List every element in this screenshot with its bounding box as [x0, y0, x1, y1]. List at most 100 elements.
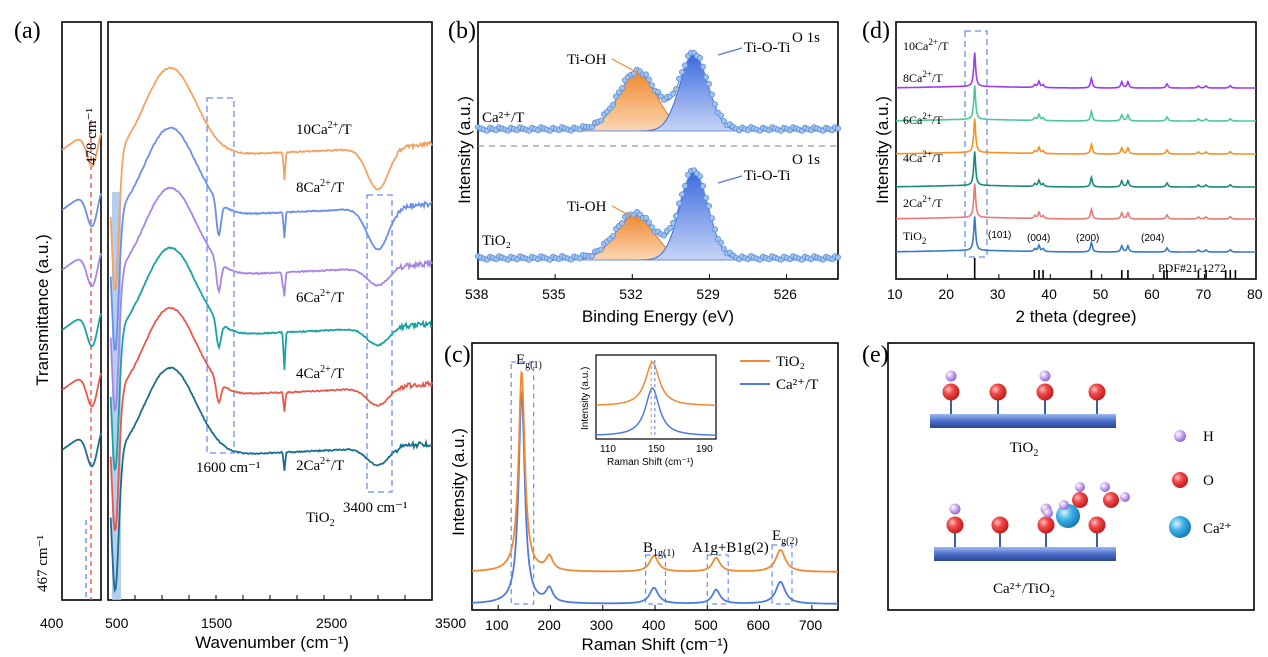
- raman-curve-ca: [472, 390, 838, 605]
- xps-data-point: [700, 183, 707, 190]
- xps-x-tick-3: 529: [696, 286, 720, 302]
- hydrogen-atom: [1120, 492, 1130, 502]
- legend-o-label: O: [1203, 473, 1214, 489]
- panel-c-label: (c): [444, 342, 471, 368]
- xps-data-point: [712, 226, 719, 233]
- ftir-x-tick-0: 400: [40, 615, 64, 631]
- xps-data-point: [619, 85, 626, 92]
- raman-y-axis-title: Intensity (a.u.): [449, 428, 468, 536]
- xrd-reflection-2: (200): [1076, 233, 1099, 244]
- hydrogen-atom: [945, 370, 957, 382]
- xps-peak-tioh: [478, 72, 838, 132]
- xps-label-tioti: Ti-O-Ti: [744, 40, 790, 56]
- ftir-series-label-0: TiO2: [306, 510, 335, 529]
- xps-data-point: [685, 171, 692, 178]
- xps-top-region: O 1s: [792, 30, 820, 46]
- oxygen-atom: [1037, 516, 1055, 534]
- xps-data-point: [682, 182, 689, 189]
- panel-b-frame: [477, 21, 839, 280]
- oxygen-atom: [1088, 383, 1106, 401]
- legend-ca-icon: [1169, 516, 1191, 538]
- oxygen-atom: [942, 383, 960, 401]
- xps-arrow-tioti: [717, 175, 743, 184]
- schematic-legend: H O Ca²⁺: [1169, 429, 1232, 538]
- raman-x-tick-3: 400: [642, 617, 666, 633]
- ftir-curve-left-3: [61, 252, 102, 288]
- xrd-series-label-5: 10Ca2+/T: [903, 37, 949, 53]
- xrd-series-label-3: 6Ca2+/T: [903, 111, 943, 127]
- raman-curve-tio2: [471, 370, 838, 573]
- xps-data-point: [703, 74, 710, 81]
- box-1600: [206, 97, 235, 454]
- raman-x-tick-4: 500: [694, 617, 718, 633]
- ftir-curve-4: [109, 126, 433, 351]
- ftir-y-axis-title: Transmittance (a.u.): [33, 234, 52, 385]
- xps-x-ticks: 538 535 532 529 526: [465, 274, 797, 302]
- xrd-curve-2: [896, 151, 1256, 188]
- xrd-series-label-2: 4Ca2+/T: [903, 149, 943, 165]
- xps-data-point: [667, 224, 674, 231]
- xps-data-point: [718, 239, 725, 246]
- xps-data-point: [613, 93, 620, 100]
- raman-inset-tick-2: 190: [696, 444, 713, 455]
- xps-data-point: [721, 117, 728, 124]
- xps-data-point: [655, 88, 662, 95]
- ca-tio2-surface-label: Ca²⁺/TiO2: [993, 581, 1055, 600]
- xps-data-point: [697, 173, 704, 180]
- xps-data-point: [646, 76, 653, 83]
- legend-o-icon: [1172, 472, 1188, 488]
- ftir-curve-1: [109, 306, 433, 532]
- raman-inset-xlabel: Raman Shift (cm⁻¹): [607, 457, 693, 468]
- oxygen-atom: [946, 516, 964, 534]
- oxygen-atom: [991, 516, 1009, 534]
- xps-x-tick-1: 535: [542, 286, 566, 302]
- xps-data-point: [670, 90, 677, 97]
- raman-inset-tick-1: 150: [648, 444, 665, 455]
- raman-curves: [471, 370, 838, 605]
- xps-data-point: [646, 219, 653, 226]
- xps-data-point: [676, 200, 683, 207]
- xps-data-point: [706, 203, 713, 210]
- xrd-reflection-3: (204): [1141, 233, 1164, 244]
- xrd-x-tick-6: 70: [1196, 286, 1212, 302]
- xps-top-subpanel: Ca²⁺/T Ti-OH Ti-O-Ti: [474, 40, 842, 134]
- xps-data-point: [589, 124, 596, 131]
- xrd-x-axis-title: 2 theta (degree): [1016, 307, 1137, 326]
- hydrogen-atom: [1039, 370, 1051, 382]
- xrd-x-tick-7: 80: [1247, 286, 1263, 302]
- xps-data-point: [706, 80, 713, 87]
- raman-peak-label-3: Eg(2): [772, 528, 798, 547]
- xrd-curve-4: [896, 85, 1256, 122]
- xrd-x-tick-4: 50: [1093, 286, 1109, 302]
- xps-data-point: [679, 68, 686, 75]
- xps-data-point: [835, 254, 842, 261]
- panel-c: (c) Eg(1) B1g(1) A1g+B1g(2)Eg(2) 110 150 190…: [444, 342, 839, 654]
- raman-peak-boxes: [510, 361, 793, 605]
- raman-inset-tick-0: 110: [600, 444, 616, 455]
- xps-data-point: [598, 246, 605, 253]
- xrd-curve-1: [896, 183, 1256, 220]
- xrd-curve-0: [896, 216, 1256, 253]
- panel-a: (a) TiO2 2Ca2+/T 4Ca2+/T 6Ca2+/T 8Ca2+/T 10Ca…: [14, 18, 466, 652]
- ftir-x-ticks: 400 500 1500 2500 3500: [40, 595, 466, 631]
- xps-data-point: [610, 233, 617, 240]
- oxygen-atom: [989, 383, 1007, 401]
- raman-x-axis-title: Raman Shift (cm⁻¹): [582, 635, 729, 654]
- xrd-series-label-0: TiO2: [903, 229, 926, 246]
- xps-x-tick-2: 532: [619, 286, 643, 302]
- hydrogen-atom: [1043, 508, 1053, 518]
- tio2-surface: [930, 370, 1116, 428]
- ftir-x-tick-1: 500: [105, 615, 129, 631]
- xps-data-point: [649, 82, 656, 89]
- xrd-series-label-1: 2Ca2+/T: [903, 194, 943, 210]
- xrd-curves: [896, 52, 1256, 253]
- xrd-y-axis-title: Intensity (a.u.): [873, 96, 892, 204]
- xps-data-point: [712, 101, 719, 108]
- xps-data-point: [649, 224, 656, 231]
- xrd-x-tick-0: 10: [887, 286, 903, 302]
- xps-label-tioti: Ti-O-Ti: [744, 168, 790, 184]
- raman-legend-label-tio2: TiO₂: [776, 354, 805, 370]
- ftir-series-label-5: 10Ca2+/T: [296, 120, 352, 138]
- raman-inset-ylabel: Intensity (a.u.): [580, 367, 591, 430]
- xps-x-axis-title: Binding Energy (eV): [582, 307, 734, 326]
